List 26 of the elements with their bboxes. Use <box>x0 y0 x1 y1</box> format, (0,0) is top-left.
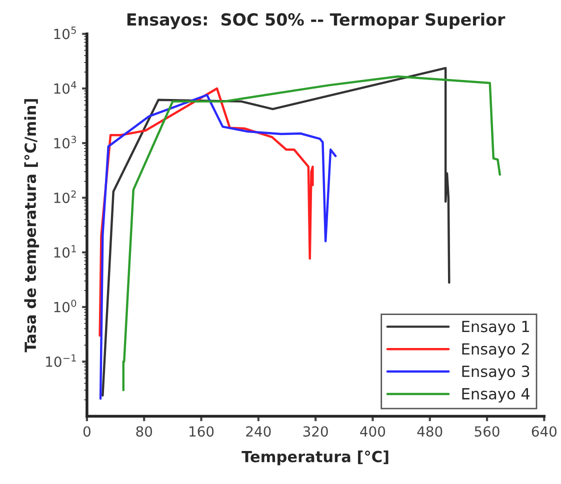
x-tick-label: 0 <box>83 426 90 437</box>
x-tick-label: 560 <box>474 426 500 437</box>
x-axis-title: Temperatura [°C] <box>242 450 388 466</box>
y-tick-label: 10$^{4}$ <box>54 81 76 94</box>
y-tick-label: 10$^{3}$ <box>54 136 76 148</box>
y-tick-label: 10$^{2}$ <box>54 190 76 204</box>
chart-title: Ensayos: SOC 50% -- Termopar Superior <box>127 12 506 30</box>
x-tick-label: 400 <box>360 426 386 437</box>
line-series <box>102 66 450 397</box>
x-tick-label: 80 <box>136 426 152 437</box>
x-tick-label: 640 <box>532 426 556 437</box>
legend-label: Ensayo 2 <box>462 343 529 358</box>
x-tick-label: 160 <box>190 426 214 437</box>
line-series <box>99 94 337 400</box>
y-tick-label: 10$^{1}$ <box>54 245 76 258</box>
y-tick-label: 10$^{5}$ <box>54 26 76 40</box>
legend-label: Ensayo 1 <box>462 320 530 336</box>
x-tick-label: 480 <box>417 426 442 437</box>
x-tick-label: 320 <box>303 426 328 437</box>
legend-label: Ensayo 4 <box>462 388 530 402</box>
x-tick-label: 240 <box>246 426 271 437</box>
y-tick-label: 10$^{−1}$ <box>46 354 76 367</box>
line-series <box>98 87 314 337</box>
y-tick-label: 10$^{0}$ <box>54 300 76 312</box>
legend-label: Ensayo 3 <box>462 366 530 380</box>
y-axis-title: Tasa de temperatura [°C/min] <box>24 99 40 352</box>
